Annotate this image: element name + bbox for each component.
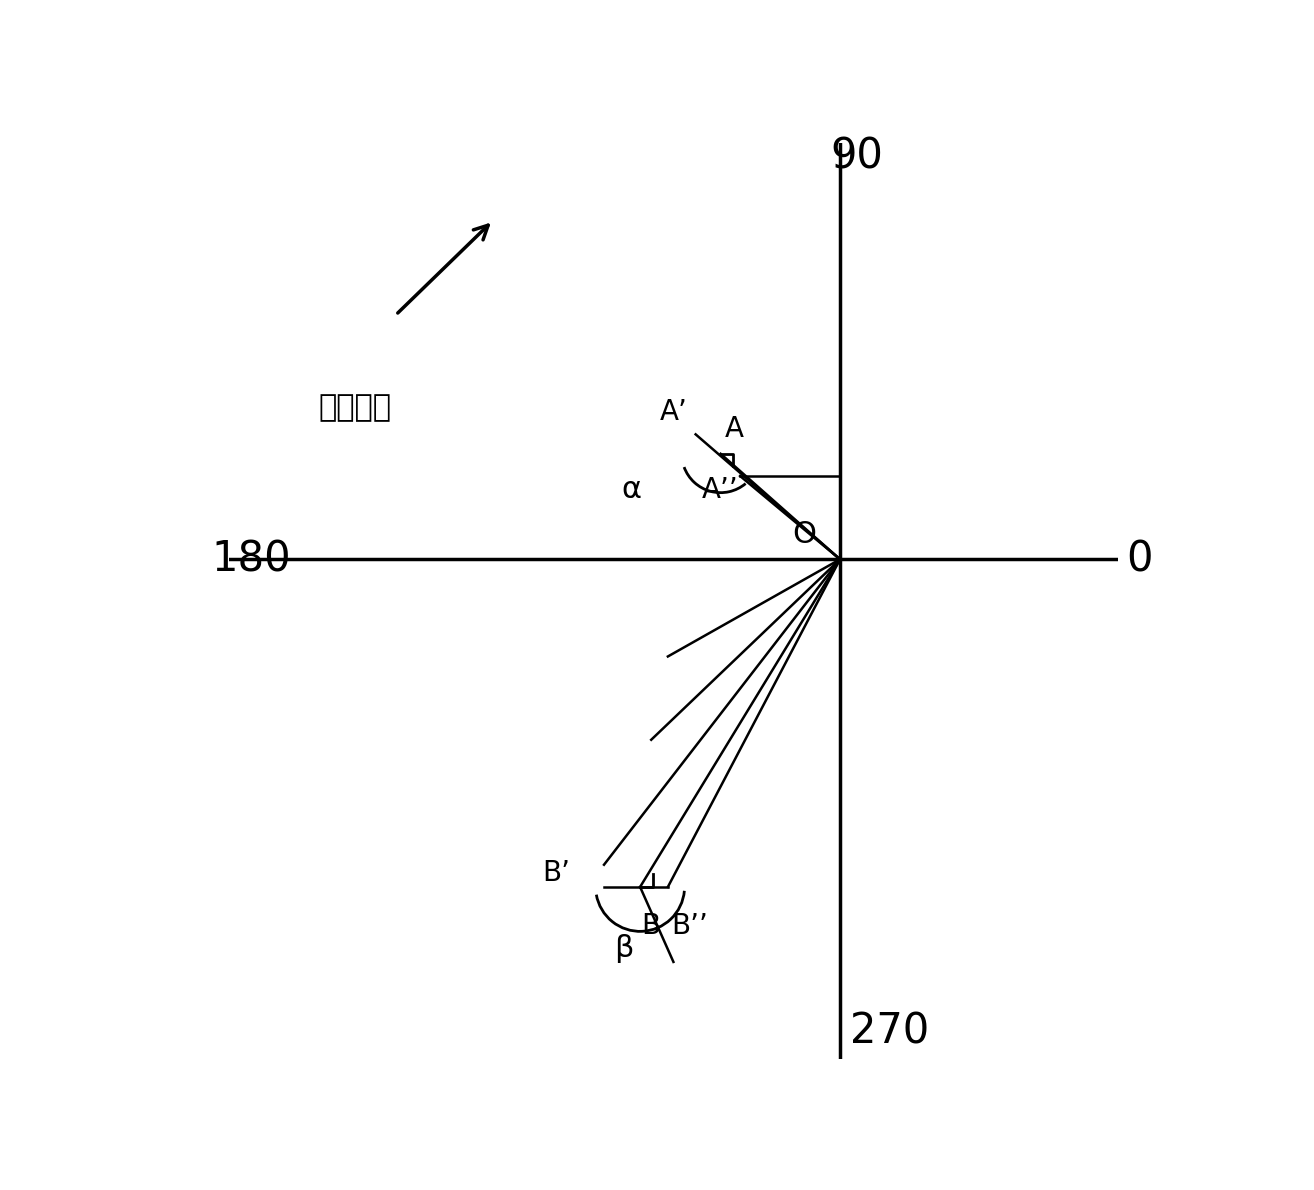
Text: 风机转向: 风机转向	[318, 393, 392, 421]
Text: A’: A’	[660, 397, 687, 426]
Text: B: B	[641, 912, 661, 940]
Text: 180: 180	[212, 538, 292, 581]
Text: α: α	[622, 475, 641, 505]
Text: O: O	[792, 520, 816, 549]
Text: 0: 0	[1126, 538, 1154, 581]
Text: B’: B’	[543, 859, 570, 887]
Text: A: A	[725, 414, 744, 443]
Text: β: β	[614, 933, 633, 963]
Text: A’’: A’’	[702, 476, 738, 505]
Text: 90: 90	[830, 136, 883, 177]
Text: B’’: B’’	[671, 912, 708, 940]
Text: 270: 270	[850, 1010, 929, 1052]
